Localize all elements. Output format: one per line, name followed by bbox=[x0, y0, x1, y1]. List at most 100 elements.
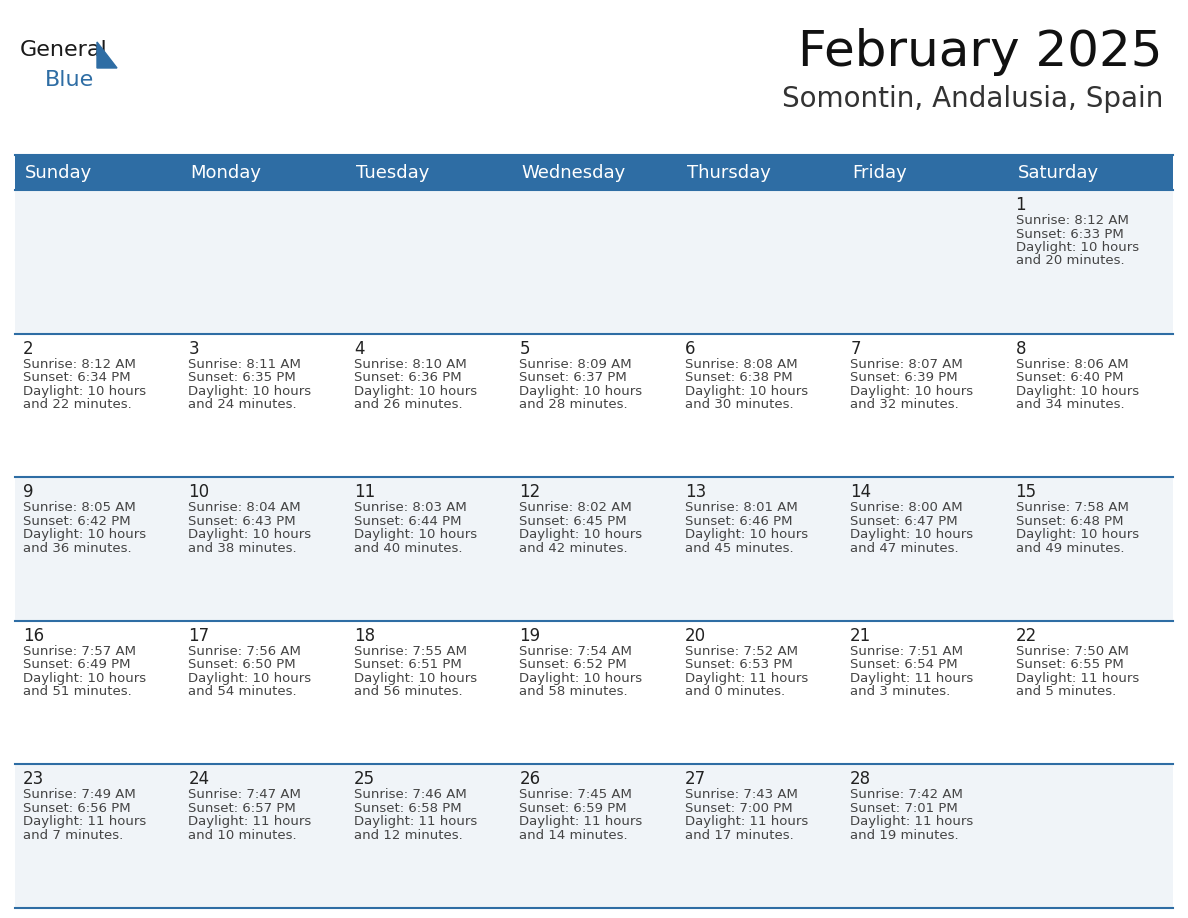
Text: 12: 12 bbox=[519, 483, 541, 501]
Text: Daylight: 10 hours: Daylight: 10 hours bbox=[354, 672, 478, 685]
Text: Sunset: 6:38 PM: Sunset: 6:38 PM bbox=[684, 371, 792, 384]
Text: Sunset: 6:44 PM: Sunset: 6:44 PM bbox=[354, 515, 461, 528]
Bar bbox=[15, 621, 1173, 765]
Text: Sunset: 6:54 PM: Sunset: 6:54 PM bbox=[851, 658, 958, 671]
Text: Sunset: 6:39 PM: Sunset: 6:39 PM bbox=[851, 371, 958, 384]
Text: Friday: Friday bbox=[852, 163, 906, 182]
Text: 13: 13 bbox=[684, 483, 706, 501]
Text: Saturday: Saturday bbox=[1018, 163, 1099, 182]
Text: and 14 minutes.: and 14 minutes. bbox=[519, 829, 628, 842]
Text: and 28 minutes.: and 28 minutes. bbox=[519, 398, 628, 411]
Text: Daylight: 10 hours: Daylight: 10 hours bbox=[189, 672, 311, 685]
Text: Daylight: 10 hours: Daylight: 10 hours bbox=[189, 528, 311, 542]
Text: 24: 24 bbox=[189, 770, 209, 789]
Text: Thursday: Thursday bbox=[687, 163, 771, 182]
Text: Sunrise: 8:08 AM: Sunrise: 8:08 AM bbox=[684, 358, 797, 371]
Text: Sunset: 6:55 PM: Sunset: 6:55 PM bbox=[1016, 658, 1124, 671]
Text: Daylight: 11 hours: Daylight: 11 hours bbox=[851, 815, 973, 828]
Text: Sunset: 6:42 PM: Sunset: 6:42 PM bbox=[23, 515, 131, 528]
Text: Sunday: Sunday bbox=[25, 163, 93, 182]
Text: Sunset: 6:33 PM: Sunset: 6:33 PM bbox=[1016, 228, 1124, 241]
Text: Daylight: 11 hours: Daylight: 11 hours bbox=[354, 815, 478, 828]
Text: 25: 25 bbox=[354, 770, 375, 789]
Text: Daylight: 10 hours: Daylight: 10 hours bbox=[684, 528, 808, 542]
Bar bbox=[15, 765, 1173, 908]
Text: Sunset: 6:50 PM: Sunset: 6:50 PM bbox=[189, 658, 296, 671]
Text: Daylight: 11 hours: Daylight: 11 hours bbox=[519, 815, 643, 828]
Text: Sunset: 7:01 PM: Sunset: 7:01 PM bbox=[851, 802, 958, 815]
Text: Sunset: 6:35 PM: Sunset: 6:35 PM bbox=[189, 371, 296, 384]
Text: Sunrise: 8:02 AM: Sunrise: 8:02 AM bbox=[519, 501, 632, 514]
Text: Daylight: 11 hours: Daylight: 11 hours bbox=[189, 815, 311, 828]
Bar bbox=[15, 333, 1173, 477]
Text: Sunrise: 8:01 AM: Sunrise: 8:01 AM bbox=[684, 501, 797, 514]
Text: Sunrise: 8:06 AM: Sunrise: 8:06 AM bbox=[1016, 358, 1129, 371]
Text: Daylight: 10 hours: Daylight: 10 hours bbox=[23, 385, 146, 397]
Text: and 38 minutes.: and 38 minutes. bbox=[189, 542, 297, 554]
Text: General: General bbox=[20, 40, 108, 60]
Text: Sunrise: 7:58 AM: Sunrise: 7:58 AM bbox=[1016, 501, 1129, 514]
Text: Daylight: 10 hours: Daylight: 10 hours bbox=[1016, 528, 1138, 542]
Text: Daylight: 10 hours: Daylight: 10 hours bbox=[189, 385, 311, 397]
Text: and 20 minutes.: and 20 minutes. bbox=[1016, 254, 1124, 267]
Text: and 54 minutes.: and 54 minutes. bbox=[189, 686, 297, 699]
Text: Sunrise: 7:45 AM: Sunrise: 7:45 AM bbox=[519, 789, 632, 801]
Text: Sunset: 6:36 PM: Sunset: 6:36 PM bbox=[354, 371, 461, 384]
Text: Blue: Blue bbox=[45, 70, 94, 90]
Text: Sunrise: 8:03 AM: Sunrise: 8:03 AM bbox=[354, 501, 467, 514]
Text: 27: 27 bbox=[684, 770, 706, 789]
Text: and 24 minutes.: and 24 minutes. bbox=[189, 398, 297, 411]
Text: Daylight: 10 hours: Daylight: 10 hours bbox=[851, 385, 973, 397]
Text: Daylight: 11 hours: Daylight: 11 hours bbox=[684, 672, 808, 685]
Text: Sunset: 6:56 PM: Sunset: 6:56 PM bbox=[23, 802, 131, 815]
Text: Daylight: 10 hours: Daylight: 10 hours bbox=[684, 385, 808, 397]
Bar bbox=[15, 155, 1173, 190]
Text: Daylight: 10 hours: Daylight: 10 hours bbox=[851, 528, 973, 542]
Text: Sunset: 6:34 PM: Sunset: 6:34 PM bbox=[23, 371, 131, 384]
Text: Sunset: 6:49 PM: Sunset: 6:49 PM bbox=[23, 658, 131, 671]
Text: 15: 15 bbox=[1016, 483, 1037, 501]
Text: 1: 1 bbox=[1016, 196, 1026, 214]
Text: Sunset: 6:46 PM: Sunset: 6:46 PM bbox=[684, 515, 792, 528]
Text: Daylight: 11 hours: Daylight: 11 hours bbox=[851, 672, 973, 685]
Text: Sunset: 6:57 PM: Sunset: 6:57 PM bbox=[189, 802, 296, 815]
Text: and 32 minutes.: and 32 minutes. bbox=[851, 398, 959, 411]
Text: Wednesday: Wednesday bbox=[522, 163, 626, 182]
Text: Sunrise: 7:47 AM: Sunrise: 7:47 AM bbox=[189, 789, 302, 801]
Text: Daylight: 11 hours: Daylight: 11 hours bbox=[23, 815, 146, 828]
Text: Sunrise: 8:05 AM: Sunrise: 8:05 AM bbox=[23, 501, 135, 514]
Text: Sunset: 6:53 PM: Sunset: 6:53 PM bbox=[684, 658, 792, 671]
Text: Sunrise: 8:00 AM: Sunrise: 8:00 AM bbox=[851, 501, 962, 514]
Text: and 47 minutes.: and 47 minutes. bbox=[851, 542, 959, 554]
Bar bbox=[15, 477, 1173, 621]
Text: Monday: Monday bbox=[190, 163, 261, 182]
Text: 18: 18 bbox=[354, 627, 375, 644]
Text: Sunrise: 7:49 AM: Sunrise: 7:49 AM bbox=[23, 789, 135, 801]
Text: Sunrise: 8:07 AM: Sunrise: 8:07 AM bbox=[851, 358, 963, 371]
Text: Sunset: 6:48 PM: Sunset: 6:48 PM bbox=[1016, 515, 1123, 528]
Text: and 3 minutes.: and 3 minutes. bbox=[851, 686, 950, 699]
Text: Daylight: 11 hours: Daylight: 11 hours bbox=[1016, 672, 1139, 685]
Text: Sunrise: 7:50 AM: Sunrise: 7:50 AM bbox=[1016, 644, 1129, 658]
Text: Sunset: 6:51 PM: Sunset: 6:51 PM bbox=[354, 658, 462, 671]
Text: 23: 23 bbox=[23, 770, 44, 789]
Text: and 19 minutes.: and 19 minutes. bbox=[851, 829, 959, 842]
Text: Daylight: 10 hours: Daylight: 10 hours bbox=[354, 528, 478, 542]
Text: Sunrise: 7:56 AM: Sunrise: 7:56 AM bbox=[189, 644, 302, 658]
Text: 6: 6 bbox=[684, 340, 695, 358]
Text: and 36 minutes.: and 36 minutes. bbox=[23, 542, 132, 554]
Text: and 26 minutes.: and 26 minutes. bbox=[354, 398, 462, 411]
Text: Sunset: 6:59 PM: Sunset: 6:59 PM bbox=[519, 802, 627, 815]
Text: 11: 11 bbox=[354, 483, 375, 501]
Text: Sunset: 6:45 PM: Sunset: 6:45 PM bbox=[519, 515, 627, 528]
Text: and 22 minutes.: and 22 minutes. bbox=[23, 398, 132, 411]
Text: Sunrise: 8:10 AM: Sunrise: 8:10 AM bbox=[354, 358, 467, 371]
Text: Sunrise: 7:43 AM: Sunrise: 7:43 AM bbox=[684, 789, 797, 801]
Text: 17: 17 bbox=[189, 627, 209, 644]
Text: and 7 minutes.: and 7 minutes. bbox=[23, 829, 124, 842]
Text: Sunrise: 8:12 AM: Sunrise: 8:12 AM bbox=[1016, 214, 1129, 227]
Text: and 10 minutes.: and 10 minutes. bbox=[189, 829, 297, 842]
Text: Sunrise: 8:04 AM: Sunrise: 8:04 AM bbox=[189, 501, 301, 514]
Text: and 42 minutes.: and 42 minutes. bbox=[519, 542, 628, 554]
Text: 19: 19 bbox=[519, 627, 541, 644]
